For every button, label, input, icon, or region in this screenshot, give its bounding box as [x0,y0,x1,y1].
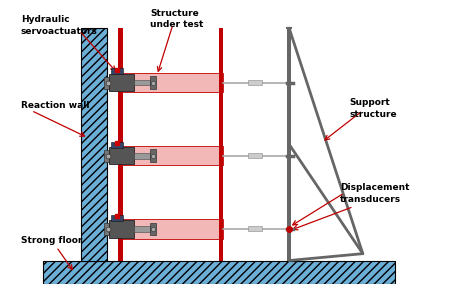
Text: servoactuators: servoactuators [21,27,98,36]
Bar [287,28,291,260]
Bar [104,77,110,89]
Bar [118,73,223,92]
Bar [248,227,262,231]
Bar [111,68,123,74]
Bar [118,219,223,239]
Bar [118,28,123,260]
Bar [134,80,150,85]
Bar [111,215,123,221]
Bar [248,153,262,158]
Text: Support: Support [349,98,390,107]
Text: Reaction wall: Reaction wall [21,101,89,109]
Text: structure: structure [349,110,397,119]
Bar [150,149,155,162]
Text: Displacement: Displacement [340,183,410,192]
Bar [150,223,155,235]
Bar [248,80,262,85]
Bar [82,28,107,260]
Text: Strong floor: Strong floor [21,236,82,245]
Bar [104,223,110,235]
Bar [109,74,134,91]
Bar [111,142,123,148]
Bar [134,226,150,232]
Text: transducers: transducers [340,195,401,204]
Bar [43,260,395,284]
Bar [104,150,110,162]
Text: Hydraulic: Hydraulic [21,15,69,25]
Bar [219,28,223,260]
Bar [150,76,155,89]
Bar [109,220,134,238]
Text: under test: under test [150,20,203,29]
Bar [109,147,134,164]
Text: Structure: Structure [150,9,199,18]
Bar [134,153,150,158]
Bar [118,146,223,165]
